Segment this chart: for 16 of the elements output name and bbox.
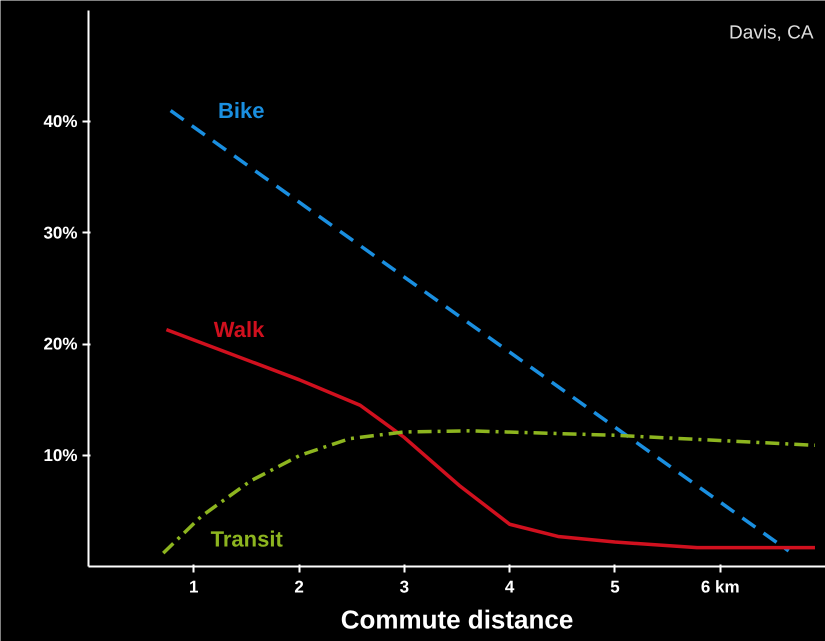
x-tick-label: 6 km bbox=[700, 578, 740, 596]
annotation: Davis, CA bbox=[729, 22, 814, 44]
x-axis-title: Commute distance bbox=[340, 604, 574, 634]
x-tick-label: 5 bbox=[610, 578, 620, 596]
line-series bbox=[162, 429, 817, 555]
series-label: Walk bbox=[214, 317, 266, 342]
x-tick-label: 2 bbox=[294, 578, 304, 596]
y-tick-label: 10% bbox=[43, 446, 78, 465]
series-label: Bike bbox=[218, 98, 264, 124]
x-tick-label: 3 bbox=[400, 578, 410, 596]
x-tick-label: 4 bbox=[504, 578, 515, 596]
series-label: Transit bbox=[210, 526, 284, 552]
y-tick-label: 40% bbox=[43, 112, 78, 132]
y-tick-label: 20% bbox=[43, 334, 78, 354]
x-tick-label: 1 bbox=[189, 578, 199, 596]
y-tick-label: 30% bbox=[43, 223, 78, 242]
